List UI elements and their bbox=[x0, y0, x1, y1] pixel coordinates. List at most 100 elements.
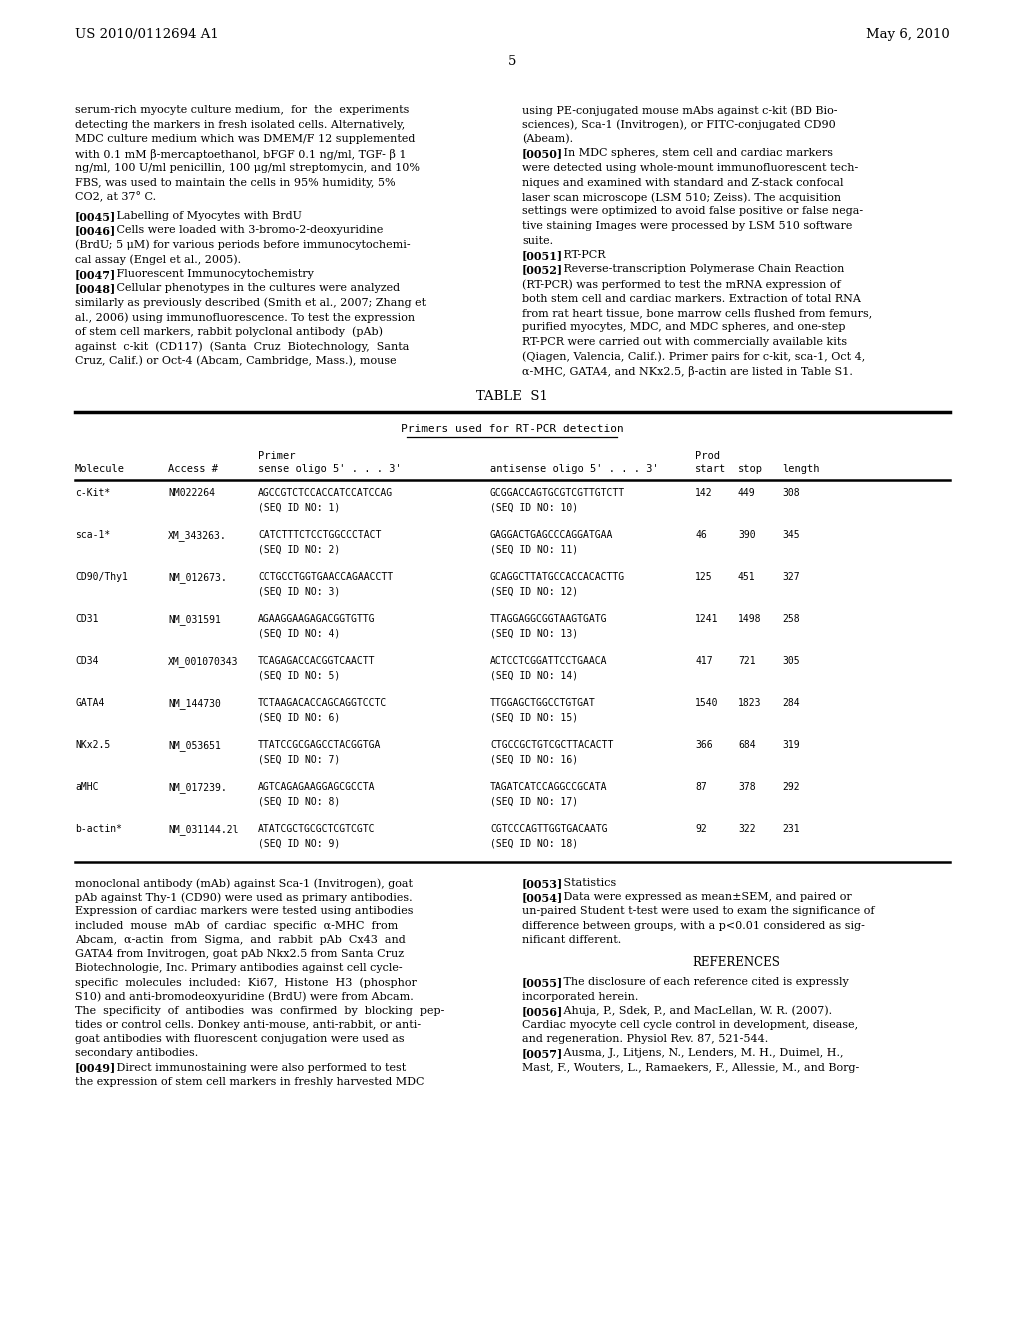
Text: GATA4 from Invitrogen, goat pAb Nkx2.5 from Santa Cruz: GATA4 from Invitrogen, goat pAb Nkx2.5 f… bbox=[75, 949, 404, 960]
Text: CATCTTTCTCCTGGCCCTACT: CATCTTTCTCCTGGCCCTACT bbox=[258, 531, 381, 540]
Text: CD31: CD31 bbox=[75, 614, 98, 624]
Text: AGAAGGAAGAGACGGTGTTG: AGAAGGAAGAGACGGTGTTG bbox=[258, 614, 376, 624]
Text: CTGCCGCTGTCGCTTACACTT: CTGCCGCTGTCGCTTACACTT bbox=[490, 741, 613, 750]
Text: length: length bbox=[782, 465, 819, 474]
Text: NM_144730: NM_144730 bbox=[168, 698, 221, 709]
Text: GAGGACTGAGCCCAGGATGAA: GAGGACTGAGCCCAGGATGAA bbox=[490, 531, 613, 540]
Text: 125: 125 bbox=[695, 572, 713, 582]
Text: laser scan microscope (LSM 510; Zeiss). The acquisition: laser scan microscope (LSM 510; Zeiss). … bbox=[522, 191, 841, 202]
Text: CD34: CD34 bbox=[75, 656, 98, 667]
Text: 417: 417 bbox=[695, 656, 713, 667]
Text: Direct immunostaining were also performed to test: Direct immunostaining were also performe… bbox=[106, 1063, 407, 1073]
Text: b-actin*: b-actin* bbox=[75, 824, 122, 834]
Text: NM_031591: NM_031591 bbox=[168, 614, 221, 624]
Text: (SEQ ID NO: 11): (SEQ ID NO: 11) bbox=[490, 544, 579, 554]
Text: 449: 449 bbox=[738, 488, 756, 498]
Text: Data were expressed as mean±SEM, and paired or: Data were expressed as mean±SEM, and pai… bbox=[553, 892, 852, 902]
Text: [0047]: [0047] bbox=[75, 269, 117, 280]
Text: NM_017239.: NM_017239. bbox=[168, 781, 226, 793]
Text: 284: 284 bbox=[782, 698, 800, 708]
Text: TTGGAGCTGGCCTGTGAT: TTGGAGCTGGCCTGTGAT bbox=[490, 698, 596, 708]
Text: NKx2.5: NKx2.5 bbox=[75, 741, 111, 750]
Text: 684: 684 bbox=[738, 741, 756, 750]
Text: Access #: Access # bbox=[168, 465, 218, 474]
Text: against  c-kit  (CD117)  (Santa  Cruz  Biotechnology,  Santa: against c-kit (CD117) (Santa Cruz Biotec… bbox=[75, 342, 410, 352]
Text: 721: 721 bbox=[738, 656, 756, 667]
Text: Cellular phenotypes in the cultures were analyzed: Cellular phenotypes in the cultures were… bbox=[106, 284, 400, 293]
Text: Ahuja, P., Sdek, P., and MacLellan, W. R. (2007).: Ahuja, P., Sdek, P., and MacLellan, W. R… bbox=[553, 1006, 833, 1016]
Text: un-paired Student t-test were used to exam the significance of: un-paired Student t-test were used to ex… bbox=[522, 907, 874, 916]
Text: Statistics: Statistics bbox=[553, 878, 616, 888]
Text: TTAGGAGGCGGTAAGTGATG: TTAGGAGGCGGTAAGTGATG bbox=[490, 614, 607, 624]
Text: CO2, at 37° C.: CO2, at 37° C. bbox=[75, 191, 156, 203]
Text: US 2010/0112694 A1: US 2010/0112694 A1 bbox=[75, 28, 219, 41]
Text: purified myocytes, MDC, and MDC spheres, and one-step: purified myocytes, MDC, and MDC spheres,… bbox=[522, 322, 846, 333]
Text: 292: 292 bbox=[782, 781, 800, 792]
Text: were detected using whole-mount immunofluorescent tech-: were detected using whole-mount immunofl… bbox=[522, 162, 858, 173]
Text: In MDC spheres, stem cell and cardiac markers: In MDC spheres, stem cell and cardiac ma… bbox=[553, 149, 834, 158]
Text: 142: 142 bbox=[695, 488, 713, 498]
Text: (SEQ ID NO: 9): (SEQ ID NO: 9) bbox=[258, 838, 340, 847]
Text: May 6, 2010: May 6, 2010 bbox=[866, 28, 950, 41]
Text: (SEQ ID NO: 15): (SEQ ID NO: 15) bbox=[490, 711, 579, 722]
Text: sciences), Sca-1 (Invitrogen), or FITC-conjugated CD90: sciences), Sca-1 (Invitrogen), or FITC-c… bbox=[522, 120, 836, 131]
Text: (SEQ ID NO: 3): (SEQ ID NO: 3) bbox=[258, 586, 340, 597]
Text: 305: 305 bbox=[782, 656, 800, 667]
Text: GCAGGCTTATGCCACCACACTTG: GCAGGCTTATGCCACCACACTTG bbox=[490, 572, 625, 582]
Text: The  specificity  of  antibodies  was  confirmed  by  blocking  pep-: The specificity of antibodies was confir… bbox=[75, 1006, 444, 1016]
Text: (SEQ ID NO: 1): (SEQ ID NO: 1) bbox=[258, 502, 340, 512]
Text: (SEQ ID NO: 5): (SEQ ID NO: 5) bbox=[258, 671, 340, 680]
Text: Abcam,  α-actin  from  Sigma,  and  rabbit  pAb  Cx43  and: Abcam, α-actin from Sigma, and rabbit pA… bbox=[75, 935, 406, 945]
Text: NM022264: NM022264 bbox=[168, 488, 215, 498]
Text: [0056]: [0056] bbox=[522, 1006, 563, 1016]
Text: (SEQ ID NO: 8): (SEQ ID NO: 8) bbox=[258, 796, 340, 807]
Text: 1823: 1823 bbox=[738, 698, 762, 708]
Text: detecting the markers in fresh isolated cells. Alternatively,: detecting the markers in fresh isolated … bbox=[75, 120, 406, 129]
Text: 1241: 1241 bbox=[695, 614, 719, 624]
Text: cal assay (Engel et al., 2005).: cal assay (Engel et al., 2005). bbox=[75, 255, 241, 265]
Text: specific  molecules  included:  Ki67,  Histone  H3  (phosphor: specific molecules included: Ki67, Histo… bbox=[75, 977, 417, 987]
Text: (SEQ ID NO: 2): (SEQ ID NO: 2) bbox=[258, 544, 340, 554]
Text: (BrdU; 5 μM) for various periods before immunocytochemi-: (BrdU; 5 μM) for various periods before … bbox=[75, 240, 411, 251]
Text: Cruz, Calif.) or Oct-4 (Abcam, Cambridge, Mass.), mouse: Cruz, Calif.) or Oct-4 (Abcam, Cambridge… bbox=[75, 356, 396, 367]
Text: (Abeam).: (Abeam). bbox=[522, 135, 573, 144]
Text: S10) and anti-bromodeoxyuridine (BrdU) were from Abcam.: S10) and anti-bromodeoxyuridine (BrdU) w… bbox=[75, 991, 414, 1002]
Text: the expression of stem cell markers in freshly harvested MDC: the expression of stem cell markers in f… bbox=[75, 1077, 425, 1086]
Text: AGCCGTCTCCACCATCCATCCAG: AGCCGTCTCCACCATCCATCCAG bbox=[258, 488, 393, 498]
Text: 322: 322 bbox=[738, 824, 756, 834]
Text: (SEQ ID NO: 4): (SEQ ID NO: 4) bbox=[258, 628, 340, 638]
Text: RT-PCR: RT-PCR bbox=[553, 249, 606, 260]
Text: CCTGCCTGGTGAACCAGAACCTT: CCTGCCTGGTGAACCAGAACCTT bbox=[258, 572, 393, 582]
Text: start: start bbox=[695, 465, 726, 474]
Text: TABLE  S1: TABLE S1 bbox=[476, 389, 548, 403]
Text: [0046]: [0046] bbox=[75, 226, 117, 236]
Text: 308: 308 bbox=[782, 488, 800, 498]
Text: (SEQ ID NO: 17): (SEQ ID NO: 17) bbox=[490, 796, 579, 807]
Text: secondary antibodies.: secondary antibodies. bbox=[75, 1048, 199, 1059]
Text: AGTCAGAGAAGGAGCGCCTA: AGTCAGAGAAGGAGCGCCTA bbox=[258, 781, 376, 792]
Text: tive staining Images were processed by LSM 510 software: tive staining Images were processed by L… bbox=[522, 220, 852, 231]
Text: 378: 378 bbox=[738, 781, 756, 792]
Text: sca-1*: sca-1* bbox=[75, 531, 111, 540]
Text: [0048]: [0048] bbox=[75, 284, 117, 294]
Text: (SEQ ID NO: 16): (SEQ ID NO: 16) bbox=[490, 754, 579, 764]
Text: with 0.1 mM β-mercaptoethanol, bFGF 0.1 ng/ml, TGF- β 1: with 0.1 mM β-mercaptoethanol, bFGF 0.1 … bbox=[75, 149, 407, 160]
Text: 1498: 1498 bbox=[738, 614, 762, 624]
Text: nificant different.: nificant different. bbox=[522, 935, 622, 945]
Text: [0055]: [0055] bbox=[522, 977, 563, 989]
Text: α-MHC, GATA4, and NKx2.5, β-actin are listed in Table S1.: α-MHC, GATA4, and NKx2.5, β-actin are li… bbox=[522, 366, 853, 378]
Text: Fluorescent Immunocytochemistry: Fluorescent Immunocytochemistry bbox=[106, 269, 314, 279]
Text: Cardiac myocyte cell cycle control in development, disease,: Cardiac myocyte cell cycle control in de… bbox=[522, 1020, 858, 1030]
Text: [0054]: [0054] bbox=[522, 892, 563, 903]
Text: MDC culture medium which was DMEM/F 12 supplemented: MDC culture medium which was DMEM/F 12 s… bbox=[75, 135, 416, 144]
Text: (SEQ ID NO: 14): (SEQ ID NO: 14) bbox=[490, 671, 579, 680]
Text: NM_031144.2l: NM_031144.2l bbox=[168, 824, 239, 836]
Text: and regeneration. Physiol Rev. 87, 521-544.: and regeneration. Physiol Rev. 87, 521-5… bbox=[522, 1034, 768, 1044]
Text: ATATCGCTGCGCTCGTCGTC: ATATCGCTGCGCTCGTCGTC bbox=[258, 824, 376, 834]
Text: tides or control cells. Donkey anti-mouse, anti-rabbit, or anti-: tides or control cells. Donkey anti-mous… bbox=[75, 1020, 421, 1030]
Text: pAb against Thy-1 (CD90) were used as primary antibodies.: pAb against Thy-1 (CD90) were used as pr… bbox=[75, 892, 413, 903]
Text: 1540: 1540 bbox=[695, 698, 719, 708]
Text: (SEQ ID NO: 6): (SEQ ID NO: 6) bbox=[258, 711, 340, 722]
Text: Biotechnologie, Inc. Primary antibodies against cell cycle-: Biotechnologie, Inc. Primary antibodies … bbox=[75, 964, 402, 973]
Text: Labelling of Myocytes with BrdU: Labelling of Myocytes with BrdU bbox=[106, 211, 302, 220]
